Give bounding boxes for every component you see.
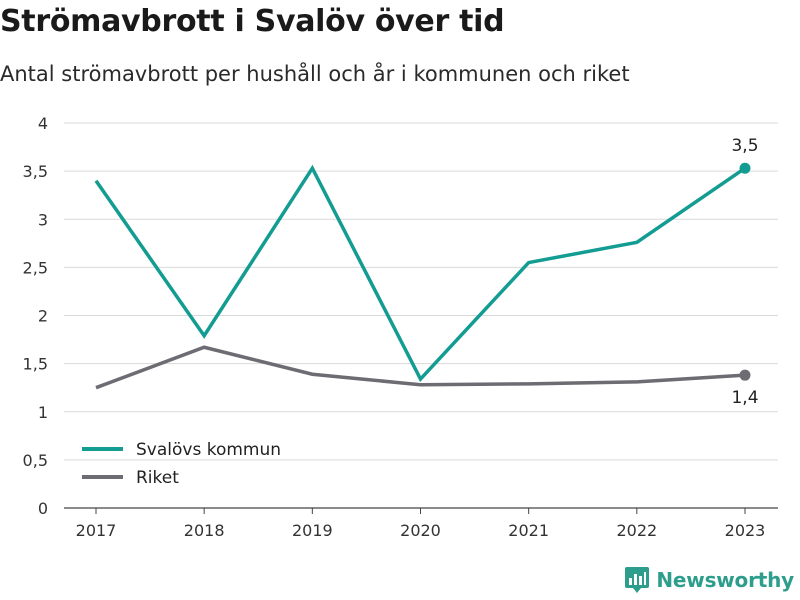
y-tick-label: 4 — [38, 114, 48, 133]
y-tick-label: 1,5 — [23, 355, 48, 374]
y-tick-label: 0,5 — [23, 451, 48, 470]
newsworthy-logo-icon — [625, 567, 650, 593]
x-tick-label: 2019 — [292, 521, 333, 540]
x-tick-label: 2020 — [400, 521, 441, 540]
brand-name: Newsworthy — [656, 568, 794, 592]
data-label-end: 3,5 — [731, 136, 758, 156]
series-end-point-svalövs-kommun — [739, 162, 751, 174]
x-tick-label: 2017 — [76, 521, 117, 540]
x-tick-label: 2022 — [616, 521, 657, 540]
x-tick-label: 2021 — [508, 521, 549, 540]
brand-logo: Newsworthy — [624, 566, 794, 594]
series-end-point-riket — [739, 369, 751, 381]
legend-label: Riket — [136, 468, 179, 488]
y-tick-label: 1 — [38, 403, 48, 422]
y-tick-label: 0 — [38, 499, 48, 518]
series-line-riket — [95, 345, 746, 390]
series-line-svalövs-kommun — [94, 164, 746, 383]
y-tick-label: 2,5 — [23, 258, 48, 277]
data-label-end: 1,4 — [731, 388, 758, 408]
x-tick-label: 2018 — [184, 521, 225, 540]
chart-subtitle: Antal strömavbrott per hushåll och år i … — [0, 62, 630, 86]
x-tick-label: 2023 — [725, 521, 766, 540]
legend-label: Svalövs kommun — [136, 440, 281, 460]
y-tick-label: 3,5 — [23, 162, 48, 181]
y-tick-label: 2 — [38, 307, 48, 326]
y-tick-label: 3 — [38, 210, 48, 229]
chart-title: Strömavbrott i Svalöv över tid — [0, 4, 505, 39]
